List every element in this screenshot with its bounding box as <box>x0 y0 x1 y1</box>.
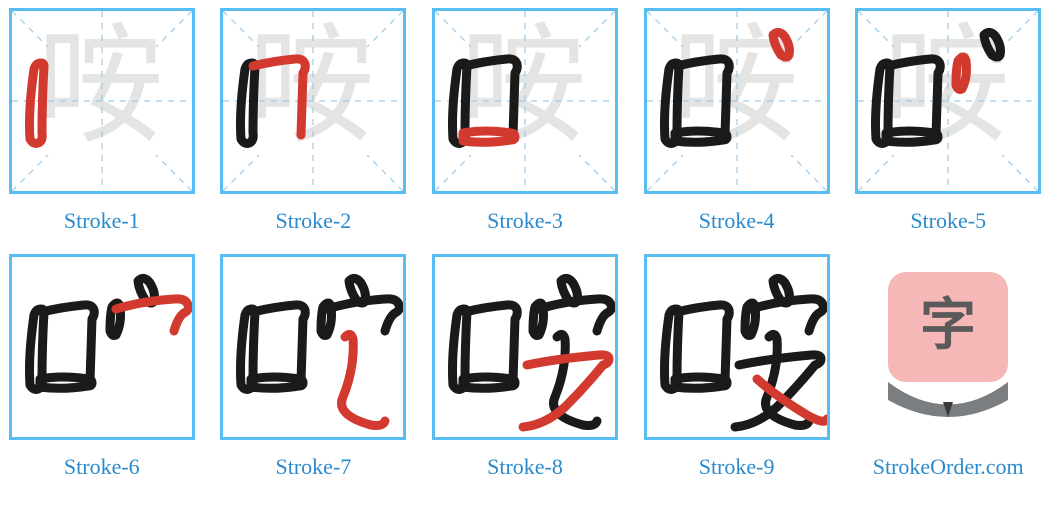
stroke-cell: Stroke-8 <box>431 254 619 480</box>
stroke-caption: Stroke-7 <box>276 454 352 480</box>
stroke-caption: Stroke-2 <box>276 208 352 234</box>
stroke-cell: 咹 Stroke-1 <box>8 8 196 234</box>
stroke-caption: Stroke-4 <box>699 208 775 234</box>
stroke-caption: Stroke-3 <box>487 208 563 234</box>
stroke-caption: Stroke-1 <box>64 208 140 234</box>
stroke-tile: 咹 <box>432 8 618 194</box>
stroke-tile <box>9 254 195 440</box>
stroke-cell: Stroke-9 <box>643 254 831 480</box>
stroke-tile: 咹 <box>9 8 195 194</box>
logo-cell: 字 StrokeOrder.com <box>854 254 1042 480</box>
stroke-tile <box>644 254 830 440</box>
stroke-tile: 咹 <box>220 8 406 194</box>
stroke-caption: Stroke-5 <box>910 208 986 234</box>
svg-text:字: 字 <box>920 293 976 356</box>
footer-text: StrokeOrder.com <box>873 454 1024 480</box>
stroke-tile: 咹 <box>855 8 1041 194</box>
stroke-cell: 咹 Stroke-2 <box>220 8 408 234</box>
stroke-grid: 咹 Stroke-1 咹 Stroke-2 咹 <box>8 8 1042 480</box>
stroke-caption: Stroke-9 <box>699 454 775 480</box>
stroke-cell: Stroke-7 <box>220 254 408 480</box>
stroke-tile <box>432 254 618 440</box>
stroke-cell: 咹 Stroke-5 <box>854 8 1042 234</box>
stroke-caption: Stroke-8 <box>487 454 563 480</box>
stroke-cell: 咹 Stroke-3 <box>431 8 619 234</box>
stroke-cell: 咹 Stroke-4 <box>643 8 831 234</box>
stroke-tile <box>220 254 406 440</box>
stroke-tile: 咹 <box>644 8 830 194</box>
stroke-caption: Stroke-6 <box>64 454 140 480</box>
stroke-cell: Stroke-6 <box>8 254 196 480</box>
logo-icon: 字 <box>855 254 1041 440</box>
